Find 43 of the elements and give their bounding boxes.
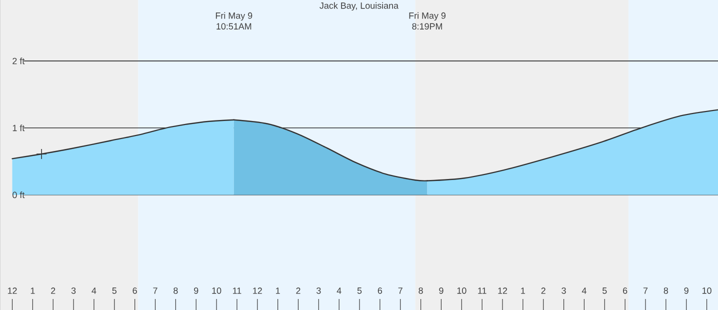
x-tick-label: 2 (296, 287, 300, 294)
x-tick-label: 5 (357, 287, 362, 294)
x-tick-label: 9 (194, 287, 198, 294)
x-tick-label: 11 (478, 288, 486, 294)
x-tick-label: 7 (153, 288, 158, 294)
x-tick-label: 12 (8, 287, 17, 294)
x-tick-label: 6 (378, 287, 382, 294)
x-tick-label: 8 (174, 287, 178, 294)
x-tick-label: 6 (132, 287, 137, 294)
x-tick-label: 5 (602, 287, 607, 294)
annotation: Fri May 9 (409, 12, 446, 20)
y-tick-label: 0 ft (12, 191, 25, 198)
x-tick-label: 2 (51, 287, 56, 294)
x-tick-label: 7 (643, 288, 648, 294)
x-tick-label: 11 (232, 288, 242, 294)
annotation: Fri May 9 (216, 12, 252, 20)
annotation: 8:19PM (412, 23, 442, 30)
x-tick-label: 1 (276, 288, 280, 294)
annotation: 10:51AM (216, 23, 252, 30)
x-tick-label: 10 (702, 287, 712, 294)
x-tick-label: 1 (30, 288, 35, 294)
x-tick-label: 4 (92, 288, 96, 294)
x-tick-label: 8 (418, 287, 423, 294)
x-tick-label: 9 (439, 287, 444, 294)
x-tick-label: 3 (316, 287, 321, 294)
x-tick-label: 9 (684, 287, 688, 294)
x-tick-label: 12 (498, 287, 508, 294)
x-tick-label: 1 (521, 288, 525, 294)
x-tick-label: 4 (336, 288, 342, 294)
x-tick-label: 4 (582, 288, 586, 294)
x-tick-label: 5 (112, 287, 117, 294)
x-tick-label: 7 (398, 288, 402, 294)
chart-title: Jack Bay, Louisiana (320, 2, 399, 10)
x-tick-label: 6 (623, 287, 628, 294)
x-tick-label: 8 (664, 287, 668, 294)
x-tick-label: 2 (541, 287, 546, 294)
x-tick-label: 10 (457, 287, 466, 294)
x-tick-label: 3 (562, 287, 566, 294)
y-tick-label: 1 ft (12, 124, 25, 132)
x-tick-label: 3 (71, 287, 76, 294)
y-tick-label: 2 ft (12, 58, 25, 64)
x-tick-label: 10 (212, 287, 222, 294)
x-tick-label: 12 (253, 287, 262, 294)
